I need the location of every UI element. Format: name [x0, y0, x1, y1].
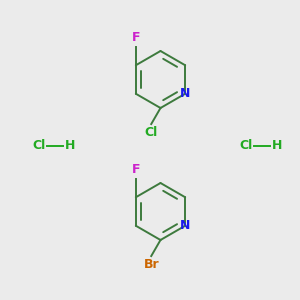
Text: Cl: Cl	[239, 139, 253, 152]
Text: H: H	[272, 139, 282, 152]
Text: N: N	[180, 87, 190, 100]
Text: Cl: Cl	[145, 126, 158, 139]
Text: N: N	[180, 219, 190, 232]
Text: F: F	[132, 164, 140, 176]
Text: F: F	[132, 32, 140, 44]
Text: Cl: Cl	[32, 139, 46, 152]
Text: Br: Br	[143, 258, 159, 271]
Text: H: H	[64, 139, 75, 152]
